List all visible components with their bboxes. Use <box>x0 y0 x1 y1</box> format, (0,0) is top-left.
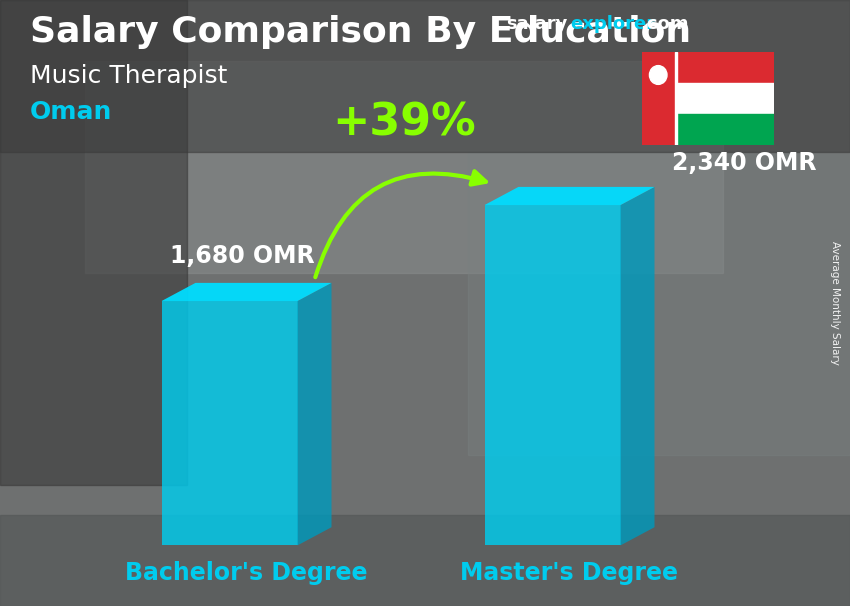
Text: Average Monthly Salary: Average Monthly Salary <box>830 241 840 365</box>
Text: .com: .com <box>640 15 688 33</box>
Text: 1,680 OMR: 1,680 OMR <box>170 244 314 268</box>
Polygon shape <box>620 187 654 545</box>
Bar <box>642 52 675 145</box>
Bar <box>642 52 774 83</box>
Bar <box>642 52 774 83</box>
Text: Oman: Oman <box>30 100 112 124</box>
Text: Master's Degree: Master's Degree <box>461 561 678 585</box>
Circle shape <box>649 65 667 84</box>
FancyArrowPatch shape <box>315 171 486 277</box>
Polygon shape <box>162 301 298 545</box>
Text: Bachelor's Degree: Bachelor's Degree <box>125 561 368 585</box>
Text: Salary Comparison By Education: Salary Comparison By Education <box>30 15 691 49</box>
Text: salary: salary <box>506 15 567 33</box>
Bar <box>0 0 187 485</box>
Bar <box>675 52 677 145</box>
Bar <box>85 61 722 273</box>
Bar <box>642 114 774 145</box>
Bar <box>0 0 850 152</box>
Bar <box>642 52 774 83</box>
Bar <box>642 114 774 145</box>
Text: 2,340 OMR: 2,340 OMR <box>672 151 816 175</box>
Bar <box>642 83 774 114</box>
Bar <box>642 83 774 114</box>
Text: Music Therapist: Music Therapist <box>30 64 227 88</box>
Polygon shape <box>298 283 332 545</box>
Text: +39%: +39% <box>332 102 475 145</box>
Polygon shape <box>484 205 620 545</box>
Text: explorer: explorer <box>570 15 655 33</box>
Bar <box>468 152 850 454</box>
Polygon shape <box>162 283 332 301</box>
Polygon shape <box>484 187 654 205</box>
Bar <box>0 515 850 606</box>
Bar <box>675 52 774 83</box>
